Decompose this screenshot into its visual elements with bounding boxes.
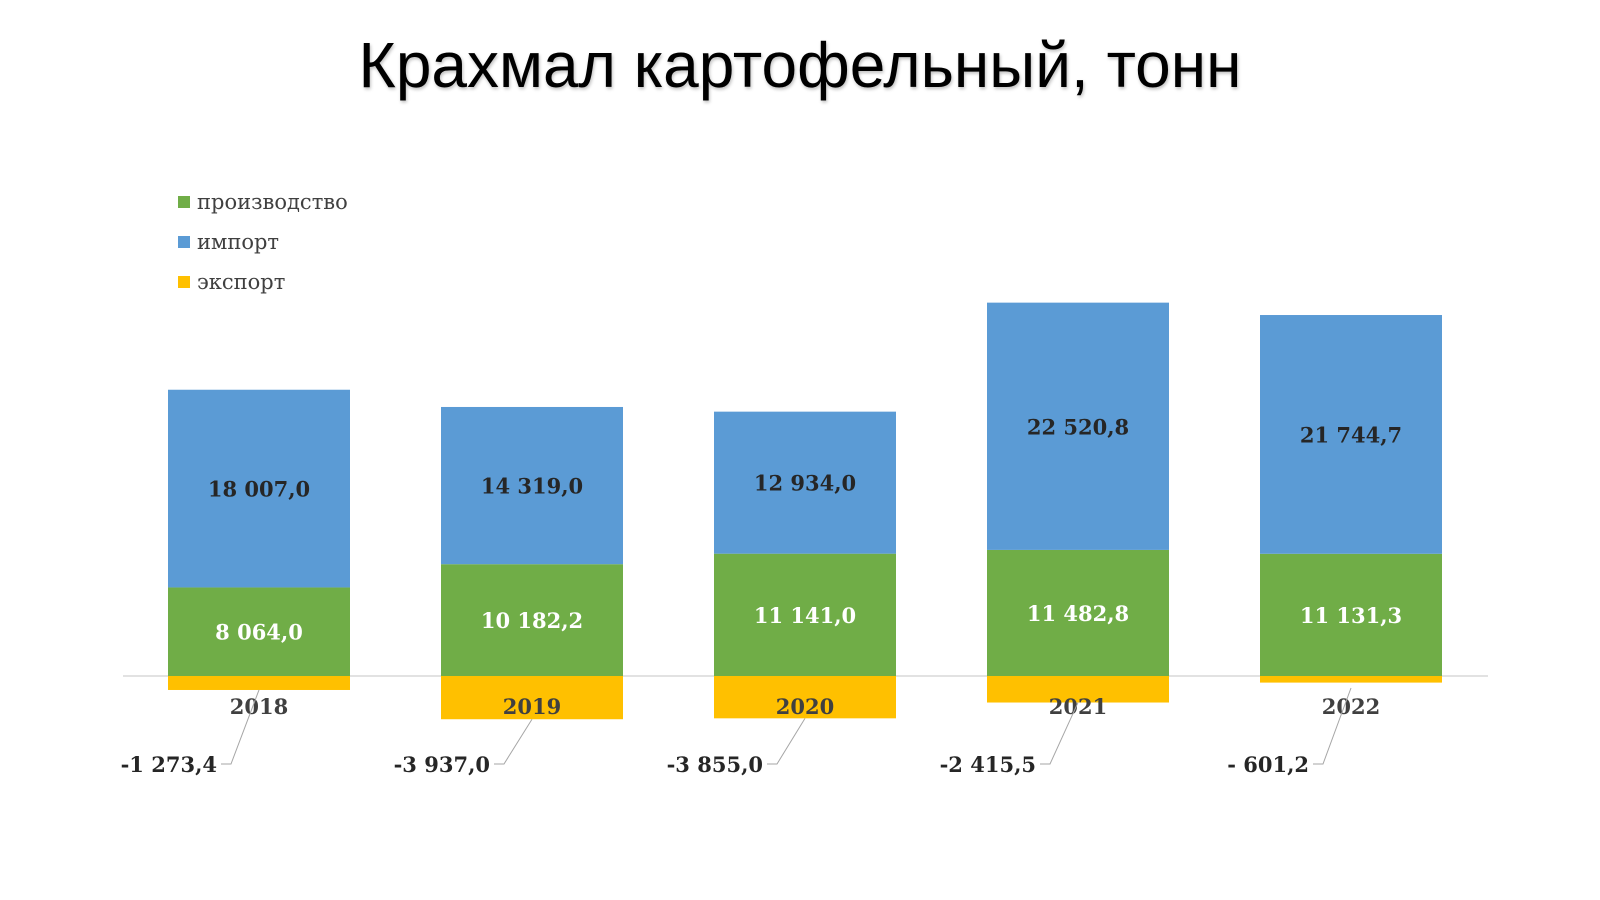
legend: производство импорт экспорт bbox=[178, 182, 348, 302]
legend-item-import[interactable]: импорт bbox=[178, 222, 348, 262]
chart-title: Крахмал картофельный, тонн bbox=[358, 29, 1242, 101]
bar-import-2020[interactable] bbox=[714, 411, 896, 554]
bar-production-2018[interactable] bbox=[168, 587, 350, 676]
bar-production-2020[interactable] bbox=[714, 553, 896, 676]
leader-line-export-2019 bbox=[494, 718, 533, 765]
label-production-2018: 8 064,0 bbox=[215, 620, 303, 645]
label-production-2020: 11 141,0 bbox=[754, 603, 856, 628]
bar-export-2018[interactable] bbox=[168, 676, 350, 690]
label-import-2020: 12 934,0 bbox=[754, 471, 856, 496]
label-production-2019: 10 182,2 bbox=[481, 608, 583, 633]
legend-swatch-production bbox=[178, 196, 190, 208]
label-production-2022: 11 131,3 bbox=[1300, 603, 1402, 628]
bar-import-2019[interactable] bbox=[441, 406, 623, 565]
label-import-2022: 21 744,7 bbox=[1300, 422, 1402, 447]
label-production-2021: 11 482,8 bbox=[1027, 601, 1129, 626]
x-tick-label-2021: 2021 bbox=[1049, 694, 1107, 719]
bar-import-2018[interactable] bbox=[168, 389, 350, 588]
bar-export-2022[interactable] bbox=[1260, 676, 1442, 683]
legend-item-export[interactable]: экспорт bbox=[178, 262, 348, 302]
leader-line-export-2018 bbox=[221, 689, 260, 765]
legend-label-export: экспорт bbox=[197, 270, 286, 294]
label-import-2019: 14 319,0 bbox=[481, 474, 583, 499]
bar-production-2022[interactable] bbox=[1260, 553, 1442, 676]
label-export-2021: -2 415,5 bbox=[940, 752, 1036, 777]
legend-swatch-import bbox=[178, 236, 190, 248]
label-export-2018: -1 273,4 bbox=[121, 752, 217, 777]
label-import-2021: 22 520,8 bbox=[1027, 414, 1129, 439]
legend-item-production[interactable]: производство bbox=[178, 182, 348, 222]
legend-label-production: производство bbox=[197, 190, 348, 214]
bar-production-2019[interactable] bbox=[441, 564, 623, 676]
bar-export-2020[interactable] bbox=[714, 676, 896, 719]
legend-swatch-export bbox=[178, 276, 190, 288]
leader-line-export-2020 bbox=[767, 718, 806, 765]
label-export-2020: -3 855,0 bbox=[667, 752, 763, 777]
label-export-2022: - 601,2 bbox=[1227, 752, 1309, 777]
label-import-2018: 18 007,0 bbox=[208, 477, 310, 502]
label-export-2019: -3 937,0 bbox=[394, 752, 490, 777]
legend-label-import: импорт bbox=[197, 230, 280, 254]
bar-import-2021[interactable] bbox=[987, 302, 1169, 550]
x-tick-label-2019: 2019 bbox=[503, 694, 561, 719]
x-tick-label-2020: 2020 bbox=[776, 694, 834, 719]
bar-export-2019[interactable] bbox=[441, 676, 623, 720]
bar-import-2022[interactable] bbox=[1260, 315, 1442, 554]
leader-line-export-2022 bbox=[1313, 687, 1352, 765]
x-tick-label-2018: 2018 bbox=[230, 694, 288, 719]
leader-line-export-2021 bbox=[1040, 702, 1079, 765]
bar-export-2021[interactable] bbox=[987, 676, 1169, 703]
bar-production-2021[interactable] bbox=[987, 549, 1169, 676]
x-tick-label-2022: 2022 bbox=[1322, 694, 1380, 719]
